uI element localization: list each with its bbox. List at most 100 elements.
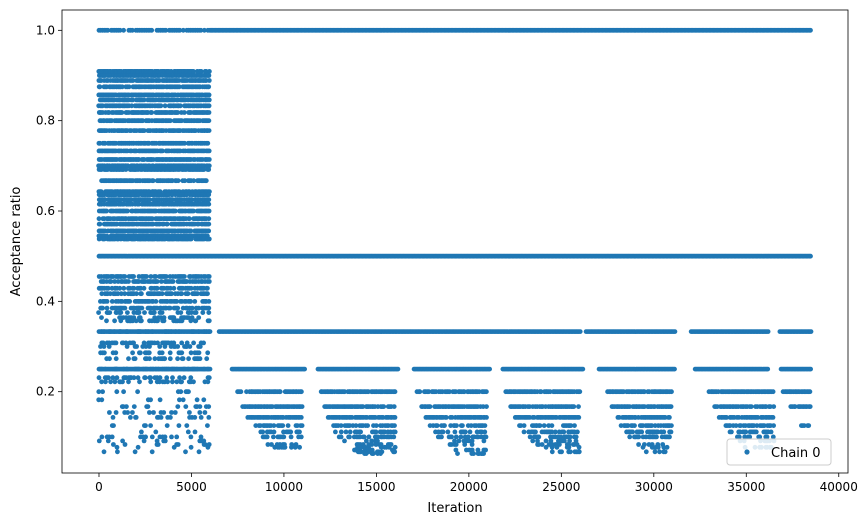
data-point	[118, 318, 124, 324]
data-point	[149, 449, 155, 455]
data-point	[148, 375, 153, 381]
data-point	[188, 375, 194, 381]
data-point	[188, 318, 194, 324]
data-point	[205, 423, 210, 428]
data-point	[203, 178, 209, 184]
data-point	[391, 404, 397, 409]
data-point	[122, 305, 128, 311]
data-point	[127, 415, 133, 420]
data-point	[170, 375, 175, 381]
data-point	[102, 350, 107, 356]
data-point	[179, 318, 185, 324]
data-point	[175, 404, 181, 409]
data-point	[135, 444, 141, 450]
data-point	[168, 415, 173, 420]
data-point	[148, 397, 154, 403]
data-point	[197, 410, 203, 415]
data-point	[149, 110, 155, 115]
data-point	[188, 299, 194, 304]
data-point	[197, 356, 203, 362]
data-point	[100, 389, 105, 395]
data-point	[206, 375, 212, 381]
data-point	[96, 375, 102, 381]
data-point	[189, 305, 195, 311]
data-point	[130, 350, 136, 356]
data-point	[192, 429, 198, 435]
data-point	[188, 444, 194, 450]
data-point	[176, 423, 182, 428]
data-point	[184, 423, 190, 428]
data-point	[808, 329, 814, 334]
data-point	[142, 375, 148, 381]
data-point	[281, 434, 287, 440]
data-point	[115, 449, 120, 455]
data-point	[126, 356, 131, 362]
data-point	[765, 366, 771, 372]
data-point	[192, 299, 198, 304]
data-point	[206, 305, 212, 311]
data-point	[185, 366, 191, 372]
data-point	[206, 103, 212, 109]
data-point	[112, 318, 117, 324]
data-point	[206, 110, 212, 115]
data-point	[113, 410, 119, 415]
data-point	[347, 429, 353, 435]
data-point	[120, 379, 125, 385]
data-point	[179, 291, 185, 297]
data-point	[577, 329, 583, 334]
data-point	[171, 285, 177, 291]
data-point	[347, 434, 352, 440]
data-point	[192, 415, 198, 420]
data-point	[206, 208, 212, 214]
data-point	[131, 274, 137, 279]
data-point	[193, 310, 199, 315]
data-point	[201, 397, 207, 403]
data-point	[194, 366, 200, 372]
data-point	[147, 356, 152, 362]
data-point	[176, 329, 182, 334]
data-point	[121, 389, 126, 395]
data-point	[164, 375, 170, 381]
data-point	[206, 192, 212, 198]
data-point	[158, 415, 164, 420]
data-point	[179, 350, 185, 356]
data-point	[144, 366, 150, 372]
data-point	[135, 389, 141, 395]
data-point	[205, 140, 211, 146]
data-point	[297, 444, 302, 450]
data-point	[126, 379, 131, 385]
data-point	[299, 423, 305, 428]
data-point	[672, 366, 677, 372]
data-point	[108, 379, 113, 385]
data-point	[177, 27, 183, 33]
data-point	[417, 389, 423, 395]
data-point	[148, 379, 154, 385]
data-point	[202, 27, 207, 33]
data-point	[206, 274, 212, 279]
data-point	[365, 423, 370, 428]
data-point	[206, 73, 212, 78]
data-point	[765, 329, 771, 334]
data-point	[153, 429, 159, 435]
data-point	[392, 415, 398, 420]
data-point	[122, 274, 128, 279]
data-point	[175, 178, 181, 184]
data-point	[205, 444, 211, 450]
data-point	[104, 318, 109, 324]
data-point	[137, 379, 142, 385]
data-point	[107, 410, 112, 415]
data-point	[179, 379, 185, 385]
data-point	[198, 69, 204, 74]
data-point	[196, 329, 202, 334]
data-point	[149, 329, 155, 334]
data-point	[147, 344, 152, 349]
data-point	[136, 310, 142, 315]
data-point	[178, 103, 183, 109]
data-point	[126, 279, 131, 284]
data-point	[149, 434, 155, 440]
data-point	[155, 366, 161, 372]
data-point	[130, 410, 135, 415]
data-point	[174, 434, 180, 440]
data-point	[114, 389, 120, 395]
